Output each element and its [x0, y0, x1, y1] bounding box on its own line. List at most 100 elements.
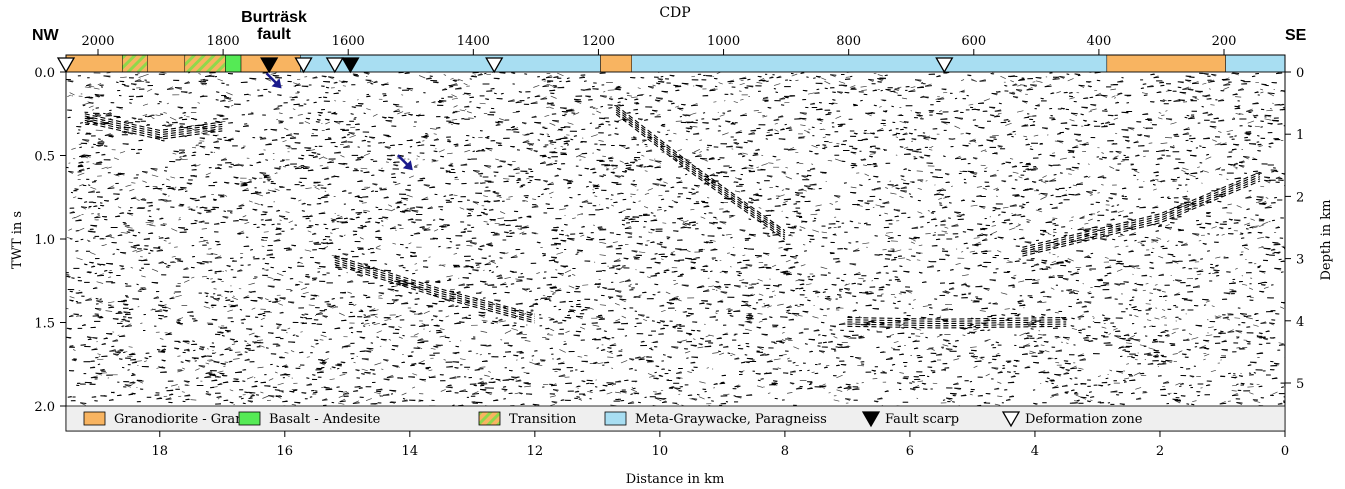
right-tick-label: 3	[1296, 253, 1304, 268]
arrows	[265, 72, 413, 171]
right-tick-label: 0	[1296, 66, 1304, 81]
deformation-zone-marker	[325, 57, 344, 74]
top-tick-label: 1800	[207, 34, 240, 49]
reflector-0-line-4	[615, 113, 786, 240]
reflector-1-line-4	[334, 263, 535, 324]
left-tick-label: 0.0	[34, 66, 55, 81]
fault-label-line: Burträsk	[241, 9, 307, 26]
legend-label: Transition	[509, 412, 577, 427]
top-tick-label: 400	[1086, 34, 1111, 49]
seismic-section-area	[66, 72, 1285, 406]
top-tick-label: 800	[836, 34, 861, 49]
left-tick-label: 2.0	[34, 400, 55, 415]
lithology-segment-granodiorite	[600, 54, 632, 73]
fault-scarp-marker	[341, 57, 360, 74]
fault-label-line: fault	[257, 26, 291, 43]
reflector-3-line-4	[847, 325, 1067, 329]
lithology-segment-transition	[122, 54, 148, 73]
top-tick-label: 1400	[457, 34, 490, 49]
lithology-segment-transition	[184, 54, 226, 73]
right-tick-label: 5	[1296, 377, 1304, 392]
arrow-head	[271, 78, 282, 89]
legend-swatch	[83, 411, 106, 426]
bottom-tick-label: 6	[906, 444, 914, 459]
reflector-0-line-2	[615, 109, 786, 236]
bottom-tick-label: 18	[151, 444, 168, 459]
lithology-segment-granodiorite	[147, 54, 186, 73]
reflector-3-line-3	[847, 323, 1067, 327]
corner-label-nw: NW	[32, 27, 60, 44]
bottom-tick-label: 8	[781, 444, 789, 459]
legend-label: Deformation zone	[1025, 412, 1143, 427]
reflector-1-line-1	[334, 257, 535, 317]
lithology-segment-basalt	[225, 54, 242, 73]
reflector-3-line-1	[847, 319, 1067, 322]
reflector-0-line-0	[615, 104, 786, 232]
top-axis-title: CDP	[659, 5, 690, 21]
left-tick-label: 0.5	[34, 150, 55, 165]
right-tick-label: 2	[1296, 190, 1304, 205]
bottom-tick-label: 2	[1156, 444, 1164, 459]
legend-label: Fault scarp	[885, 412, 959, 427]
lithology-segment-meta	[631, 54, 1108, 73]
legend-item-transition: Transition	[478, 411, 577, 427]
bottom-tick-label: 12	[527, 444, 544, 459]
reflector-4-line-0	[84, 113, 223, 131]
legend: Granodiorite - Granite Basalt - Andesite T…	[83, 411, 1143, 428]
bottom-axis-ticks: 18 16 14 12 10 8 6 4 2 0	[151, 431, 1289, 459]
top-tick-label: 2000	[81, 34, 114, 49]
reflector-4-line-3	[84, 119, 223, 138]
reflector-4-line-4	[84, 121, 223, 140]
reflector-1-line-0	[334, 255, 535, 315]
legend-swatch	[478, 411, 501, 426]
deformation-zone-marker	[485, 57, 504, 74]
arrow-head	[402, 160, 413, 171]
right-axis-title: Depth in km	[1319, 199, 1334, 280]
reflector-4-line-2	[84, 117, 223, 136]
top-tick-label: 600	[961, 34, 986, 49]
bottom-tick-label: 0	[1281, 444, 1289, 459]
fault-scarp-marker	[260, 57, 279, 74]
lithology-segment-meta	[1225, 54, 1286, 73]
reflector-3-line-2	[847, 321, 1067, 325]
legend-swatch	[238, 411, 261, 426]
lithology-strip	[65, 54, 1286, 73]
deformation-zone-marker	[935, 57, 954, 74]
right-tick-label: 4	[1296, 315, 1304, 330]
top-axis-ticks: 2000 1800 1600 1400 1200 1000 800 600 400 200	[81, 34, 1236, 55]
reflector-3-line-0	[847, 316, 1067, 320]
right-tick-label: 1	[1296, 128, 1304, 143]
left-axis-ticks: 0.0 0.5 1.0 1.5 2.0	[34, 66, 66, 415]
reflector-1-line-3	[334, 261, 535, 322]
reflector-0-line-1	[615, 107, 786, 234]
bottom-tick-label: 10	[652, 444, 669, 459]
top-tick-label: 1600	[332, 34, 365, 49]
seismic-strong-strokes	[66, 72, 1285, 406]
bottom-axis-title: Distance in km	[626, 472, 725, 487]
legend-box	[65, 405, 1286, 432]
corner-label-se: SE	[1285, 27, 1307, 44]
legend-label: Granodiorite - Granite	[114, 412, 261, 427]
left-tick-label: 1.5	[34, 317, 55, 332]
bottom-tick-label: 14	[402, 444, 419, 459]
lithology-segment-granodiorite	[1106, 54, 1226, 73]
bottom-tick-label: 16	[277, 444, 294, 459]
top-tick-label: 1000	[707, 34, 740, 49]
left-tick-label: 1.0	[34, 233, 55, 248]
legend-item-deformation: Deformation zone	[1001, 411, 1143, 428]
legend-item-meta: Meta-Graywacke, Paragneiss	[604, 411, 827, 427]
seismic-reflection-texture	[66, 72, 1285, 406]
legend-item-fault: Fault scarp	[861, 411, 959, 428]
legend-item-basalt: Basalt - Andesite	[238, 411, 381, 427]
legend-label: Meta-Graywacke, Paragneiss	[635, 412, 827, 427]
reflector-arrow	[396, 154, 413, 171]
reflector-arrow	[265, 72, 282, 89]
fault-scarp-legend-icon	[861, 411, 881, 428]
legend-swatch	[604, 411, 627, 426]
legend-label: Basalt - Andesite	[269, 412, 381, 427]
left-axis-title: TWT in s	[10, 211, 25, 269]
legend-item-granodiorite: Granodiorite - Granite	[83, 411, 261, 427]
right-axis-ticks: 0 1 2 3 4 5	[1285, 66, 1304, 392]
top-tick-label: 200	[1212, 34, 1237, 49]
